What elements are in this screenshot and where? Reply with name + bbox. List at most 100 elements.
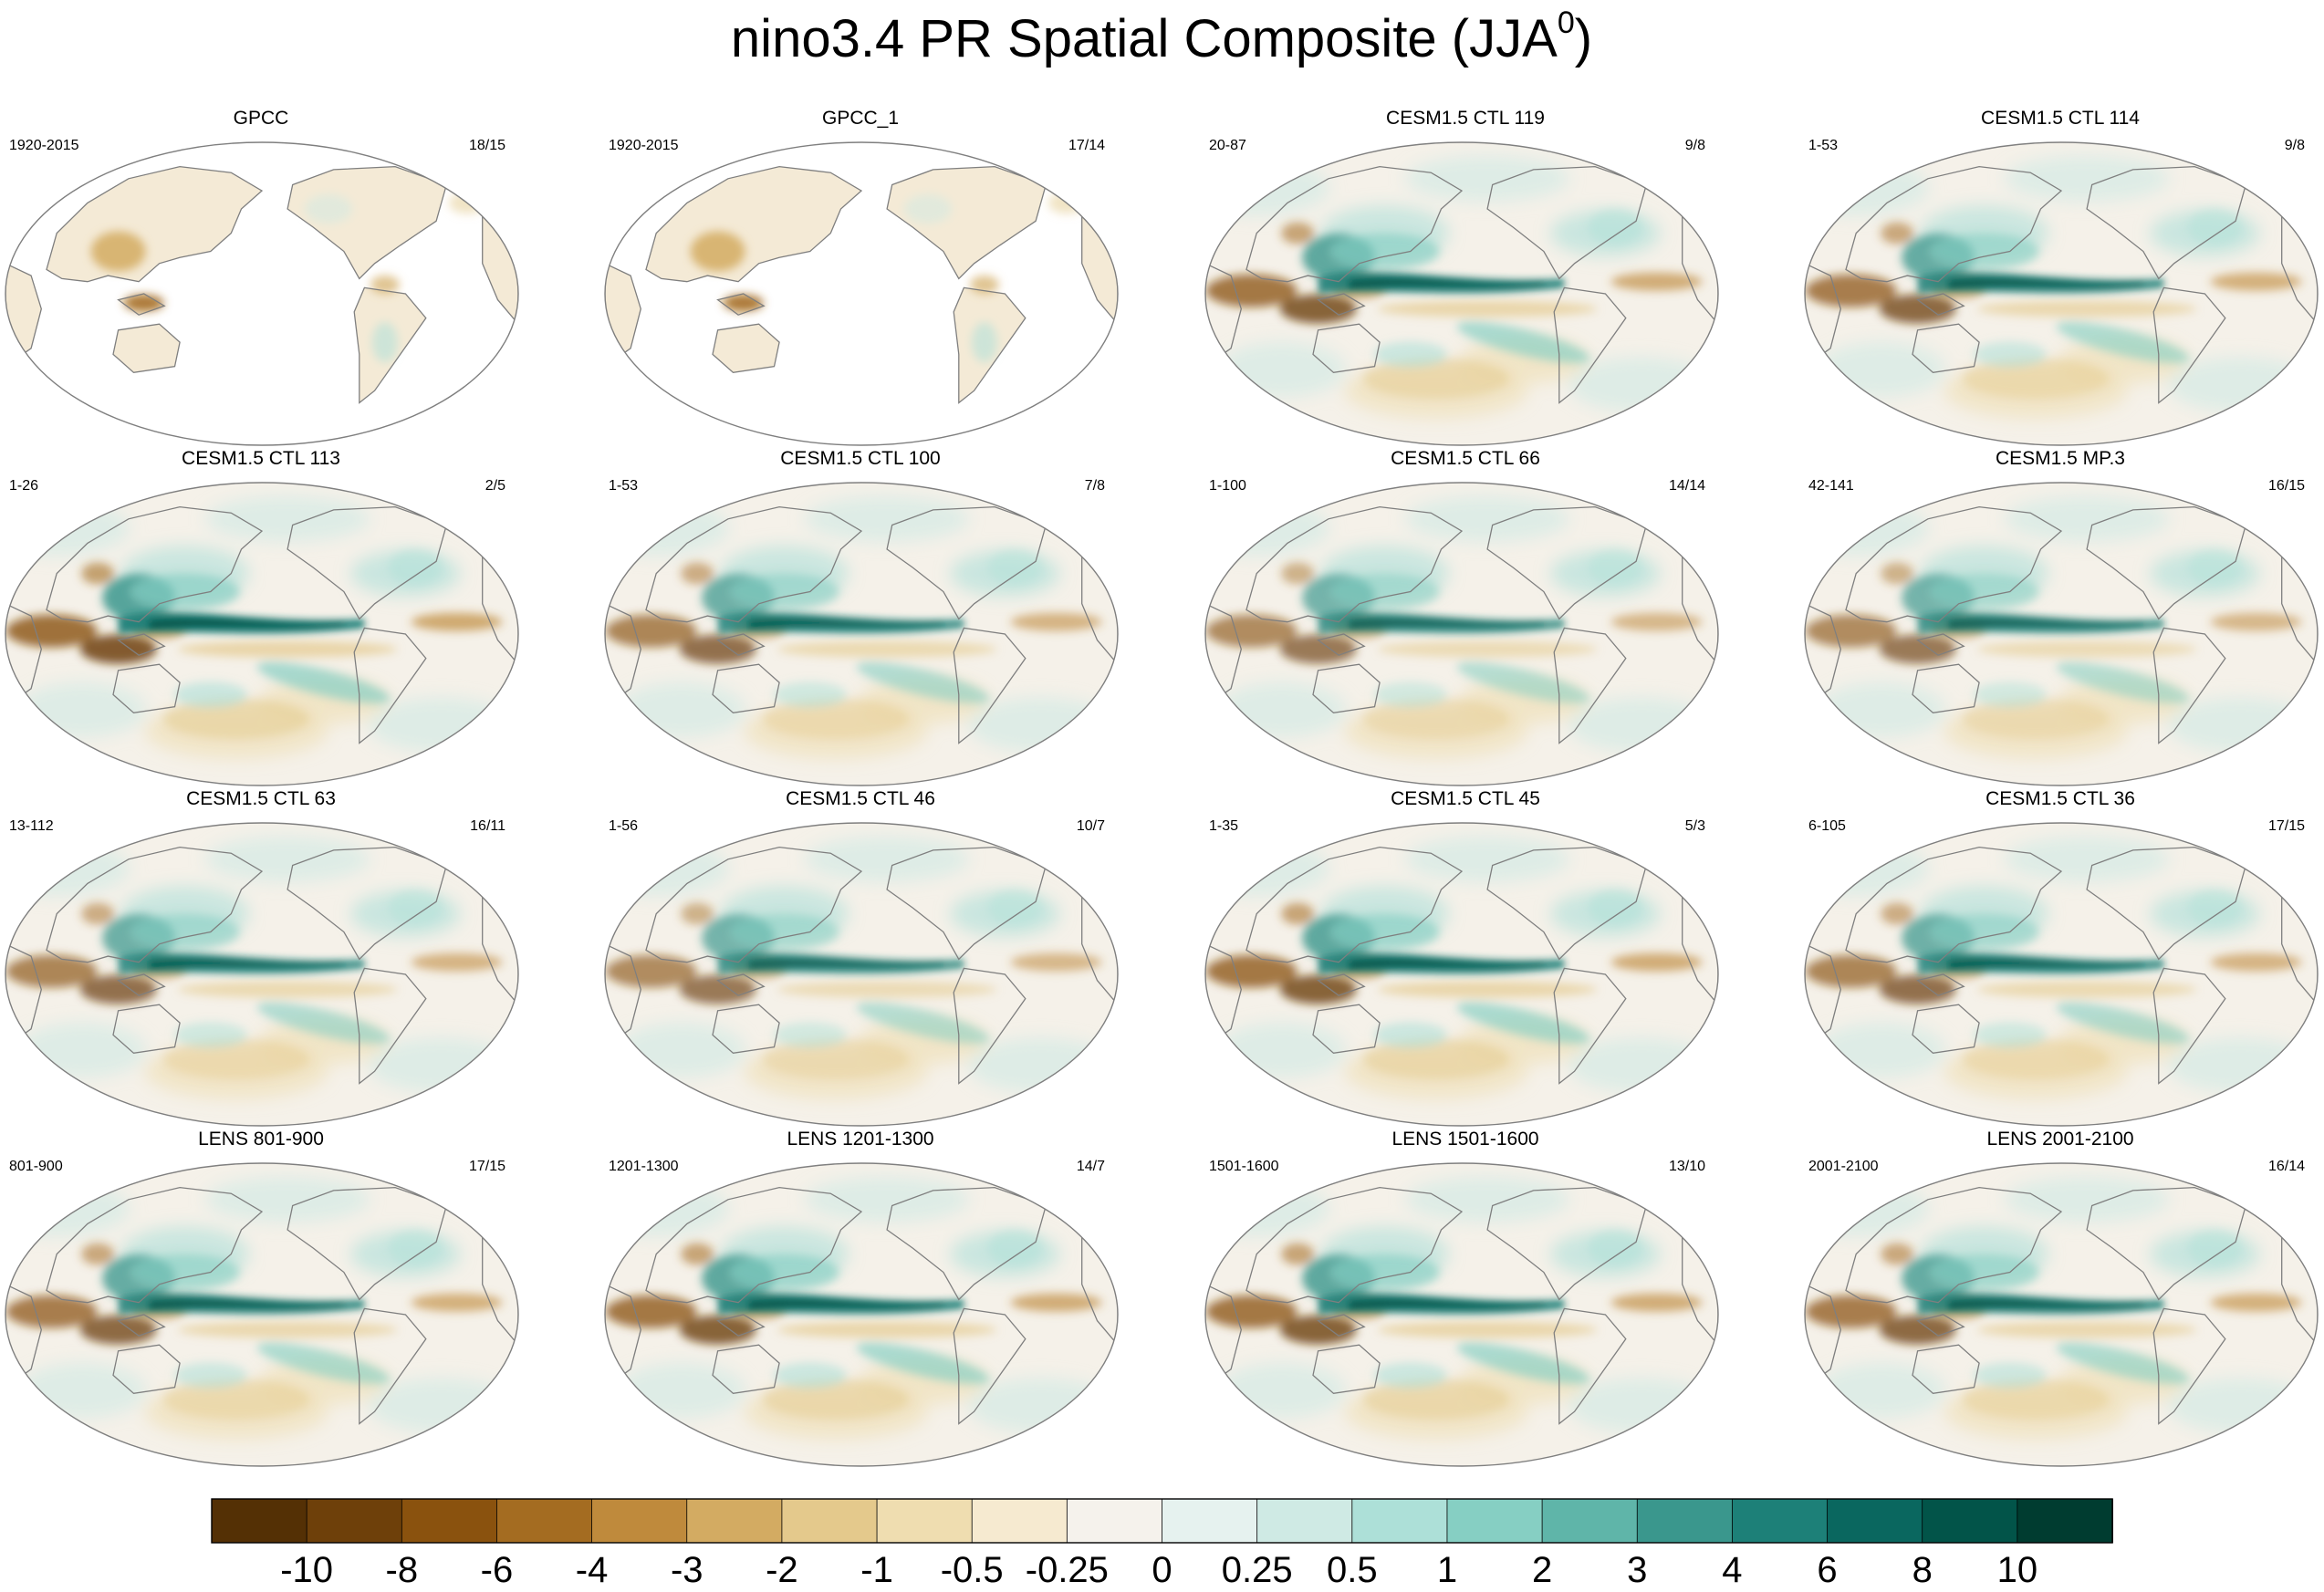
colorbar-tick-label: -8 <box>386 1550 419 1590</box>
panel-left-label: 2001-2100 <box>1808 1159 1879 1174</box>
colorbar-tick-label: 1 <box>1437 1550 1457 1590</box>
panel-right-label: 2/5 <box>485 478 505 494</box>
panel-title: CESM1.5 CTL 100 <box>780 448 940 469</box>
colorbar-tick-label: 10 <box>1997 1550 2038 1590</box>
map-panel: LENS 1501-1600 1501-1600 13/10 <box>1204 1129 1719 1467</box>
colorbar-swatch <box>1162 1498 1258 1544</box>
map-frame <box>5 141 519 446</box>
panel-right-label: 17/14 <box>1068 138 1105 153</box>
colorbar: -10 -8 -6 -4 -3 -2 -1 -0.5 -0.25 0 0.25 0.5 1 2 3 4 6 8 10 <box>211 1498 2113 1590</box>
panel-right-label: 5/3 <box>1685 818 1705 834</box>
panel-right-label: 9/8 <box>2285 138 2305 153</box>
colorbar-tick-label: 3 <box>1627 1550 1647 1590</box>
map-frame <box>604 1162 1119 1467</box>
colorbar-tick-label: 8 <box>1912 1550 1933 1590</box>
map-frame <box>5 822 519 1127</box>
panel-right-label: 7/8 <box>1085 478 1105 494</box>
panel-left-label: 1-100 <box>1209 478 1246 494</box>
map-panel: CESM1.5 CTL 36 6-105 17/15 <box>1804 788 2319 1127</box>
colorbar-swatch <box>1351 1498 1448 1544</box>
panel-grid: GPCC 1920-2015 18/15 GPCC_1 1920-2015 17/14 CE… <box>5 108 2319 1467</box>
colorbar-tick-label: 6 <box>1817 1550 1837 1590</box>
map-frame <box>1204 141 1719 446</box>
colorbar-tick-label: -3 <box>671 1550 703 1590</box>
colorbar-tick-label: 0.5 <box>1327 1550 1378 1590</box>
panel-title: LENS 1201-1300 <box>787 1129 933 1150</box>
colorbar-swatch <box>1446 1498 1543 1544</box>
colorbar-tick-label: -0.5 <box>941 1550 1004 1590</box>
colorbar-swatch <box>496 1498 593 1544</box>
map-frame <box>1204 822 1719 1127</box>
map-panel: CESM1.5 CTL 100 1-53 7/8 <box>604 448 1119 786</box>
map-panel: CESM1.5 CTL 66 1-100 14/14 <box>1204 448 1719 786</box>
panel-right-label: 13/10 <box>1669 1159 1705 1174</box>
panel-left-label: 1201-1300 <box>609 1159 679 1174</box>
colorbar-swatch <box>1636 1498 1734 1544</box>
panel-title: CESM1.5 CTL 113 <box>182 448 340 469</box>
map-panel: GPCC_1 1920-2015 17/14 <box>604 108 1119 446</box>
map-panel: LENS 2001-2100 2001-2100 16/14 <box>1804 1129 2319 1467</box>
colorbar-tick-label: -6 <box>481 1550 514 1590</box>
panel-left-label: 1920-2015 <box>9 138 79 153</box>
panel-left-label: 13-112 <box>9 818 54 834</box>
colorbar-swatch <box>306 1498 403 1544</box>
panel-title: CESM1.5 CTL 45 <box>1391 788 1540 809</box>
map-frame <box>5 1162 519 1467</box>
colorbar-swatch <box>1732 1498 1829 1544</box>
colorbar-swatch <box>1827 1498 1923 1544</box>
map-panel: CESM1.5 CTL 119 20-87 9/8 <box>1204 108 1719 446</box>
panel-left-label: 1-26 <box>9 478 38 494</box>
map-frame <box>604 822 1119 1127</box>
map-frame <box>1804 1162 2319 1467</box>
map-frame <box>1804 822 2319 1127</box>
panel-left-label: 1-56 <box>609 818 638 834</box>
map-frame <box>604 482 1119 786</box>
panel-title: LENS 801-900 <box>198 1129 324 1150</box>
map-panel: CESM1.5 MP.3 42-141 16/15 <box>1804 448 2319 786</box>
colorbar-tick-label: 4 <box>1722 1550 1742 1590</box>
colorbar-swatch <box>1541 1498 1639 1544</box>
panel-title: CESM1.5 CTL 63 <box>186 788 336 809</box>
colorbar-swatch <box>781 1498 878 1544</box>
map-frame <box>604 141 1119 446</box>
panel-right-label: 16/14 <box>2268 1159 2305 1174</box>
panel-title: CESM1.5 MP.3 <box>1996 448 2125 469</box>
panel-title: GPCC_1 <box>822 108 899 129</box>
map-panel: LENS 1201-1300 1201-1300 14/7 <box>604 1129 1119 1467</box>
panel-title: CESM1.5 CTL 36 <box>1985 788 2135 809</box>
panel-title: LENS 1501-1600 <box>1391 1129 1538 1150</box>
panel-left-label: 42-141 <box>1808 478 1854 494</box>
map-panel: CESM1.5 CTL 45 1-35 5/3 <box>1204 788 1719 1127</box>
panel-left-label: 1920-2015 <box>609 138 679 153</box>
map-frame <box>1804 141 2319 446</box>
colorbar-swatch <box>1066 1498 1163 1544</box>
colorbar-swatch <box>2017 1498 2113 1544</box>
panel-right-label: 16/11 <box>470 818 505 834</box>
map-frame <box>1204 482 1719 786</box>
panel-left-label: 1-35 <box>1209 818 1238 834</box>
map-panel: CESM1.5 CTL 46 1-56 10/7 <box>604 788 1119 1127</box>
panel-title: CESM1.5 CTL 66 <box>1391 448 1540 469</box>
colorbar-swatch <box>401 1498 498 1544</box>
colorbar-tick-label: -10 <box>280 1550 333 1590</box>
colorbar-tick-label: 0.25 <box>1222 1550 1293 1590</box>
panel-right-label: 17/15 <box>2268 818 2305 834</box>
panel-left-label: 20-87 <box>1209 138 1246 153</box>
colorbar-swatch <box>876 1498 974 1544</box>
panel-right-label: 9/8 <box>1685 138 1705 153</box>
panel-right-label: 17/15 <box>469 1159 505 1174</box>
colorbar-tick-label: -1 <box>860 1550 893 1590</box>
map-frame <box>1204 1162 1719 1467</box>
colorbar-tick-label: 0 <box>1152 1550 1172 1590</box>
colorbar-swatch <box>1922 1498 2018 1544</box>
panel-title: CESM1.5 CTL 114 <box>1981 108 2140 129</box>
panel-right-label: 14/7 <box>1077 1159 1105 1174</box>
map-panel: CESM1.5 CTL 114 1-53 9/8 <box>1804 108 2319 446</box>
panel-left-label: 1501-1600 <box>1209 1159 1279 1174</box>
colorbar-tick-label: 2 <box>1532 1550 1552 1590</box>
map-panel: GPCC 1920-2015 18/15 <box>5 108 519 446</box>
panel-left-label: 1-53 <box>609 478 638 494</box>
panel-left-label: 6-105 <box>1808 818 1846 834</box>
panel-title: CESM1.5 CTL 119 <box>1386 108 1545 129</box>
